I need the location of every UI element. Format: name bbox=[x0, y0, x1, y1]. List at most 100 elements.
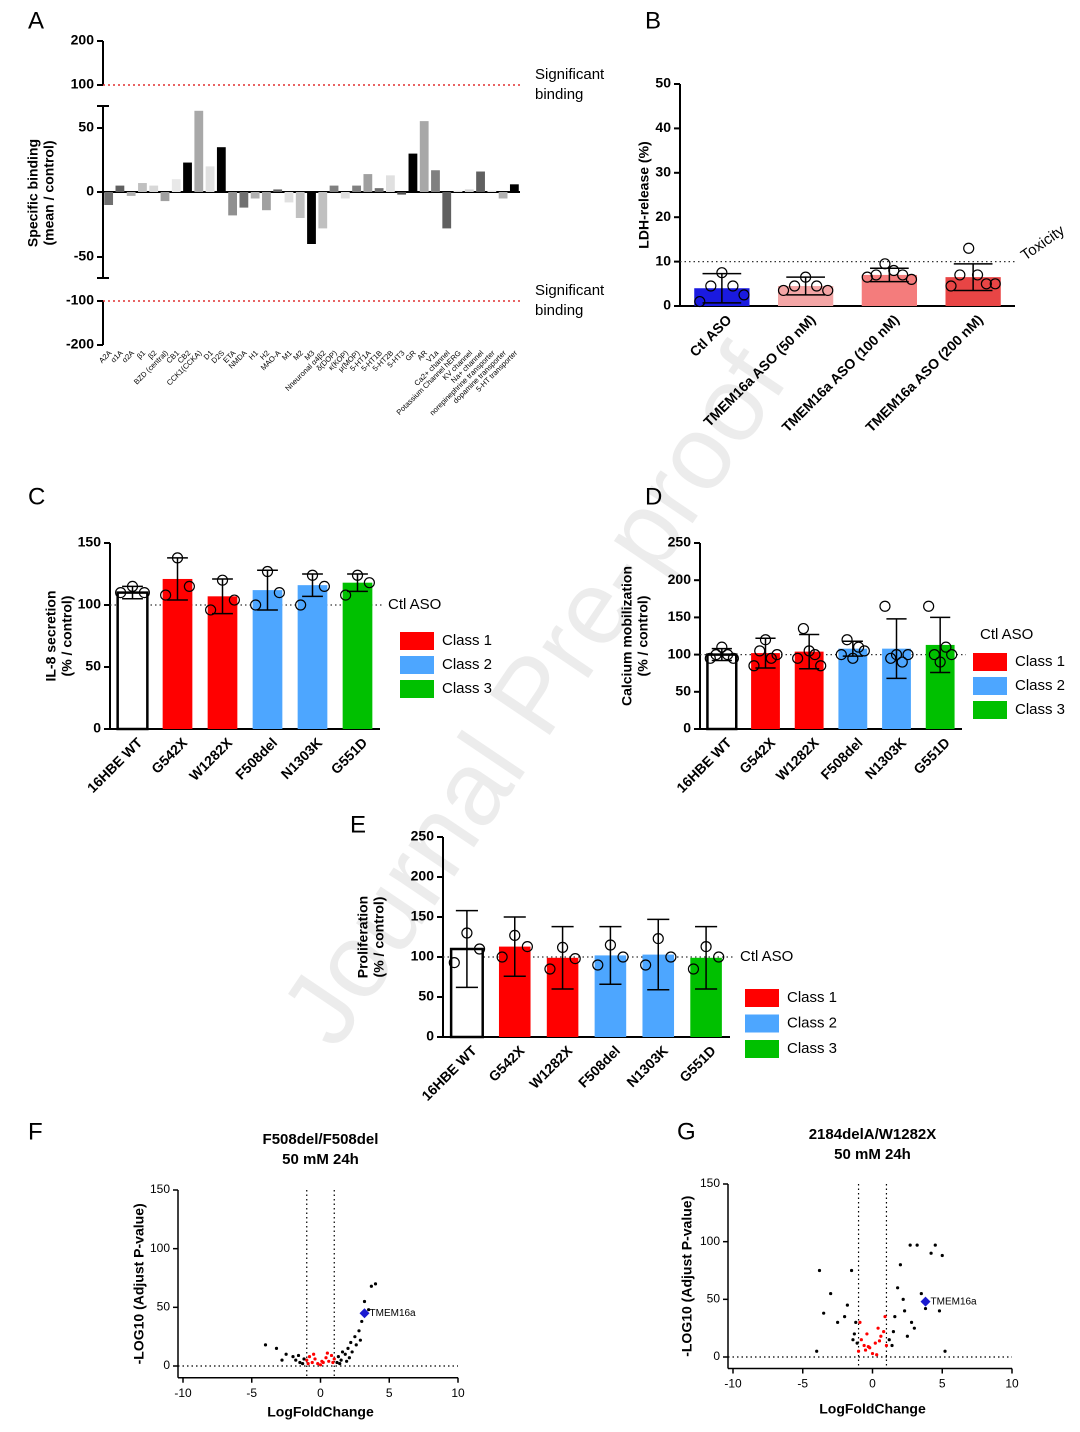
data-point bbox=[284, 1352, 288, 1356]
highlight-point bbox=[920, 1296, 931, 1307]
data-point bbox=[710, 648, 722, 661]
x-tick-label: 0 bbox=[869, 1377, 876, 1391]
data-point bbox=[183, 580, 195, 593]
y-tick-label: 0 bbox=[426, 1028, 434, 1044]
panel-letter: F bbox=[28, 1118, 43, 1145]
data-point bbox=[363, 577, 375, 589]
data-point bbox=[343, 1352, 347, 1356]
legend-swatch bbox=[973, 653, 1007, 671]
bar bbox=[171, 179, 181, 192]
data-point bbox=[324, 1356, 328, 1360]
legend-label: Class 3 bbox=[787, 1040, 837, 1057]
data-point bbox=[448, 956, 460, 969]
significance-label: Significant bbox=[535, 282, 605, 299]
y-tick-label: 250 bbox=[668, 534, 692, 550]
bar bbox=[342, 582, 373, 729]
data-point bbox=[754, 645, 766, 657]
data-point bbox=[883, 1315, 887, 1319]
data-point bbox=[604, 939, 617, 951]
reference-label: Ctl ASO bbox=[740, 948, 793, 965]
data-point bbox=[847, 652, 859, 664]
y-tick-label: 0 bbox=[163, 1358, 170, 1372]
data-point bbox=[923, 600, 935, 612]
bar bbox=[205, 166, 215, 192]
y-tick-label: 250 bbox=[411, 828, 435, 844]
data-point bbox=[261, 565, 274, 578]
y-tick-label: 0 bbox=[93, 720, 101, 736]
x-tick-label: W1282X bbox=[526, 1042, 576, 1092]
data-point bbox=[929, 1251, 933, 1255]
y-tick-label: 40 bbox=[655, 119, 671, 135]
data-point bbox=[817, 1268, 822, 1273]
data-point bbox=[307, 1355, 312, 1359]
bar bbox=[340, 192, 350, 199]
x-tick-label: α2A bbox=[120, 348, 136, 364]
data-point bbox=[351, 569, 364, 581]
reference-label: Ctl ASO bbox=[980, 626, 1033, 643]
data-point bbox=[354, 1343, 358, 1347]
bar bbox=[352, 185, 361, 192]
y-tick-label: 200 bbox=[668, 571, 692, 587]
y-tick-label: 20 bbox=[655, 208, 671, 224]
bar bbox=[777, 286, 834, 306]
data-point bbox=[829, 1291, 833, 1296]
data-point bbox=[971, 269, 984, 281]
data-point bbox=[171, 552, 184, 564]
x-tick-label: W1282X bbox=[773, 734, 823, 784]
data-point bbox=[879, 1334, 883, 1338]
data-point bbox=[721, 648, 734, 661]
bar bbox=[250, 192, 260, 199]
data-point bbox=[160, 589, 172, 601]
y-tick-label: 100 bbox=[668, 645, 692, 661]
bar bbox=[363, 174, 373, 192]
panel-letter: D bbox=[645, 483, 662, 510]
x-tick-label: 16HBE WT bbox=[418, 1042, 480, 1104]
bar bbox=[431, 170, 440, 192]
y-tick-label: 150 bbox=[668, 608, 692, 624]
bar bbox=[498, 192, 508, 199]
data-point bbox=[318, 1363, 323, 1367]
data-point bbox=[896, 656, 908, 668]
legend-swatch bbox=[745, 989, 779, 1007]
data-point bbox=[713, 951, 725, 963]
data-point bbox=[836, 1320, 840, 1324]
x-axis-label: LogFoldChange bbox=[267, 1404, 374, 1420]
bar bbox=[160, 192, 170, 202]
data-point bbox=[331, 1360, 335, 1365]
data-point bbox=[665, 951, 677, 963]
data-point bbox=[205, 604, 217, 616]
data-point bbox=[350, 1350, 354, 1354]
data-point bbox=[358, 1338, 362, 1342]
data-point bbox=[882, 1330, 886, 1334]
y-tick-label: 150 bbox=[78, 534, 102, 550]
x-tick-label: 5 bbox=[386, 1386, 393, 1400]
data-point bbox=[876, 1326, 880, 1330]
data-point bbox=[367, 1308, 371, 1312]
y-tick-label: 0 bbox=[86, 183, 94, 199]
data-point bbox=[919, 1291, 923, 1296]
bar bbox=[442, 192, 452, 229]
y-tick-label: 50 bbox=[707, 1292, 721, 1306]
bar bbox=[262, 192, 271, 211]
data-point bbox=[263, 1343, 268, 1347]
y-tick-label: 150 bbox=[700, 1176, 720, 1190]
data-point bbox=[923, 1306, 928, 1311]
data-point bbox=[845, 1303, 849, 1307]
bar bbox=[509, 184, 519, 192]
legend-label: Class 1 bbox=[442, 632, 492, 649]
data-point bbox=[369, 1284, 373, 1288]
y-tick-label: 10 bbox=[655, 252, 671, 268]
data-point bbox=[771, 648, 783, 661]
y-tick-label: 100 bbox=[71, 76, 95, 92]
data-point bbox=[727, 652, 739, 664]
legend-swatch bbox=[745, 1014, 779, 1033]
data-point bbox=[273, 586, 285, 599]
data-point bbox=[338, 1362, 342, 1366]
y-tick-label: 100 bbox=[411, 948, 435, 964]
data-point bbox=[306, 1362, 310, 1366]
y-tick-label: 50 bbox=[157, 1300, 171, 1314]
y-tick-label: 0 bbox=[683, 720, 691, 736]
x-tick-label: N1303K bbox=[862, 734, 910, 782]
bar bbox=[104, 192, 114, 205]
data-point bbox=[294, 1358, 298, 1362]
